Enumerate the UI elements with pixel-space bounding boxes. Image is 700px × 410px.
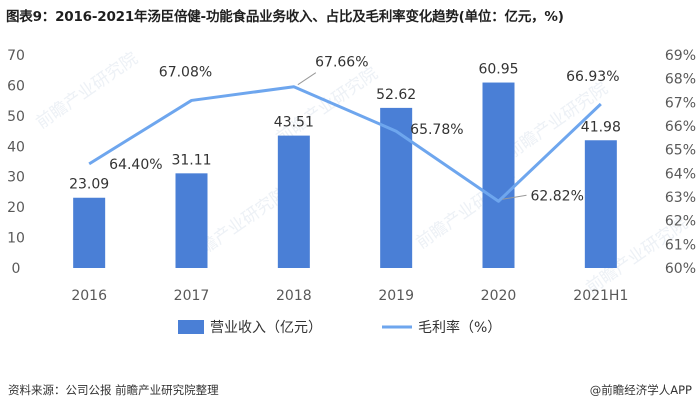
- legend-bar-swatch: [178, 320, 204, 334]
- bar-2018: [277, 135, 310, 268]
- right-tick-label: 64%: [665, 166, 696, 182]
- bar-value-label: 41.98: [581, 119, 621, 135]
- right-tick-label: 63%: [665, 190, 696, 206]
- right-tick-label: 62%: [665, 214, 696, 230]
- x-tick-label: 2017: [174, 288, 210, 304]
- right-tick-label: 61%: [665, 237, 696, 253]
- x-tick-label: 2018: [276, 288, 312, 304]
- legend-bar-label: 营业收入（亿元）: [210, 320, 322, 336]
- right-tick-label: 60%: [665, 261, 696, 277]
- line-value-label: 66.93%: [566, 69, 619, 85]
- bar-2020: [482, 82, 515, 268]
- bar-series: [73, 82, 617, 268]
- legend: 营业收入（亿元） 毛利率（%）: [178, 319, 501, 336]
- leader-line: [502, 194, 527, 200]
- right-axis: 60% 61% 62% 63% 64% 65% 66% 67% 68% 69%: [665, 48, 696, 277]
- bar-value-label: 31.11: [171, 152, 211, 168]
- left-tick-label: 70: [7, 48, 25, 64]
- right-tick-label: 68%: [665, 72, 696, 88]
- right-tick-label: 69%: [665, 48, 696, 64]
- left-tick-label: 60: [7, 78, 25, 94]
- bar-2019: [380, 107, 413, 268]
- line-value-label: 67.08%: [159, 64, 212, 80]
- watermark-text: 前瞻产业研究院: [33, 49, 142, 134]
- line-value-label: 65.78%: [410, 122, 463, 138]
- x-tick-label: 2016: [71, 288, 107, 304]
- right-tick-label: 67%: [665, 95, 696, 111]
- x-axis: 2016 2017 2018 2019 2020 2021H1: [71, 288, 628, 304]
- bar-2016: [73, 197, 106, 268]
- left-tick-label: 10: [7, 231, 25, 247]
- credit-note: @前瞻经济学人APP: [589, 383, 692, 397]
- chart-title: 图表9：2016-2021年汤臣倍健-功能食品业务收入、占比及毛利率变化趋势(单…: [6, 9, 564, 25]
- right-tick-label: 66%: [665, 119, 696, 135]
- bar-value-label: 23.09: [69, 177, 109, 193]
- line-data-labels: 64.40% 67.08% 67.66% 65.78% 62.82% 66.93%: [109, 55, 619, 205]
- left-tick-label: 30: [7, 170, 25, 186]
- right-tick-label: 65%: [665, 143, 696, 159]
- bar-data-labels: 23.09 31.11 43.51 52.62 60.95 41.98: [69, 62, 621, 193]
- x-tick-label: 2019: [378, 288, 414, 304]
- line-value-label: 64.40%: [109, 157, 162, 173]
- left-tick-label: 40: [7, 139, 25, 155]
- x-tick-label: 2021H1: [573, 288, 628, 304]
- source-note: 资料来源：公司公报 前瞻产业研究院整理: [8, 383, 219, 397]
- left-tick-label: 20: [7, 200, 25, 216]
- bar-2021H1: [584, 140, 617, 268]
- margin-line: [88, 85, 602, 203]
- line-series: [88, 85, 602, 203]
- left-axis: 0 10 20 30 40 50 60 70: [7, 48, 25, 277]
- left-tick-label: 0: [12, 261, 21, 277]
- left-tick-label: 50: [7, 109, 25, 125]
- line-value-label: 62.82%: [531, 188, 584, 204]
- bar-value-label: 60.95: [478, 62, 518, 78]
- bar-value-label: 52.62: [376, 87, 416, 103]
- leader-line: [297, 72, 317, 86]
- watermark-text: 前瞻产业研究院: [273, 64, 382, 149]
- legend-line-label: 毛利率（%）: [418, 319, 501, 336]
- bar-value-label: 43.51: [274, 115, 314, 131]
- x-tick-label: 2020: [481, 288, 517, 304]
- line-value-label: 67.66%: [315, 55, 368, 71]
- bar-2017: [175, 173, 208, 268]
